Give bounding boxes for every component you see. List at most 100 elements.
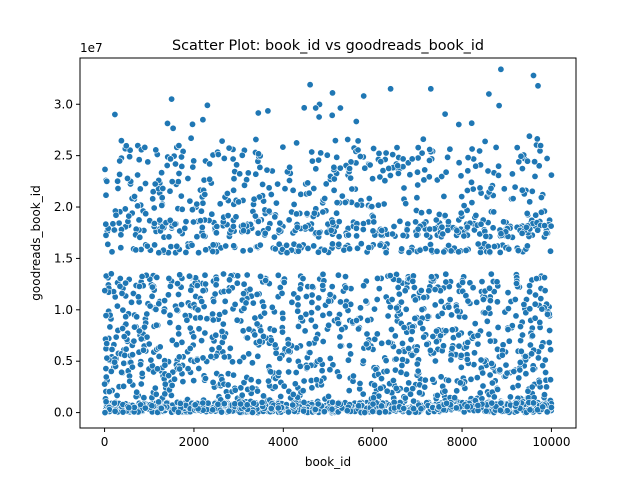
data-point — [419, 325, 427, 333]
data-point — [485, 304, 493, 312]
data-point — [285, 368, 293, 376]
data-point — [117, 244, 125, 252]
data-point — [265, 207, 273, 215]
data-point — [237, 400, 245, 408]
y-offset-text: 1e7 — [80, 41, 103, 55]
data-point — [389, 376, 397, 384]
data-point — [304, 179, 312, 187]
data-point — [236, 357, 244, 365]
data-point — [252, 170, 260, 178]
data-point — [274, 180, 282, 188]
data-point — [222, 242, 230, 250]
data-point — [202, 246, 210, 254]
data-point — [225, 287, 233, 295]
data-point — [165, 274, 173, 282]
data-point — [125, 404, 133, 412]
data-point — [116, 157, 124, 165]
data-point — [156, 343, 164, 351]
data-point — [187, 286, 195, 294]
data-point — [310, 185, 318, 193]
data-point — [231, 386, 239, 394]
data-point — [355, 402, 363, 410]
data-point — [485, 90, 493, 98]
data-point — [195, 364, 203, 372]
y-tick-label: 1.0 — [54, 303, 73, 317]
data-point — [212, 281, 220, 289]
data-point — [494, 323, 502, 331]
data-point — [472, 211, 480, 219]
data-point — [151, 384, 159, 392]
data-point — [374, 201, 382, 209]
data-point — [102, 398, 110, 406]
data-point — [122, 313, 130, 321]
data-point — [159, 185, 167, 193]
data-point — [294, 294, 302, 302]
data-point — [175, 170, 183, 178]
data-point — [425, 287, 433, 295]
data-point — [312, 335, 320, 343]
data-point — [395, 348, 403, 356]
data-point — [431, 285, 439, 293]
data-point — [155, 249, 163, 257]
data-point — [164, 291, 172, 299]
data-point — [408, 327, 416, 335]
data-point — [512, 312, 520, 320]
data-point — [169, 124, 177, 132]
data-point — [515, 374, 523, 382]
data-point — [176, 399, 184, 407]
data-point — [176, 271, 184, 279]
data-point — [276, 219, 284, 227]
data-point — [225, 407, 233, 415]
data-point — [306, 81, 314, 89]
data-point — [199, 116, 207, 124]
data-point — [323, 151, 331, 159]
data-point — [102, 231, 110, 239]
data-point — [373, 295, 381, 303]
data-point — [243, 271, 251, 279]
data-point — [346, 245, 354, 253]
data-point — [164, 119, 172, 127]
data-point — [425, 156, 433, 164]
data-point — [294, 301, 302, 309]
data-point — [231, 400, 239, 408]
data-point — [531, 314, 539, 322]
data-point — [146, 302, 154, 310]
data-point — [171, 220, 179, 228]
data-point — [524, 387, 532, 395]
data-point — [143, 310, 151, 318]
data-point — [118, 289, 126, 297]
data-point — [526, 406, 534, 414]
data-point — [209, 378, 217, 386]
data-point — [335, 218, 343, 226]
data-point — [187, 134, 195, 142]
data-point — [173, 306, 181, 314]
data-point — [154, 365, 162, 373]
data-point — [229, 358, 237, 366]
data-point — [195, 249, 203, 257]
data-point — [171, 375, 179, 383]
data-point — [165, 372, 173, 380]
data-point — [474, 331, 482, 339]
data-point — [509, 195, 517, 203]
data-point — [256, 272, 264, 280]
data-point — [488, 359, 496, 367]
data-point — [335, 240, 343, 248]
data-point — [523, 209, 531, 217]
data-point — [473, 298, 481, 306]
data-point — [208, 345, 216, 353]
data-point — [206, 175, 214, 183]
data-point — [126, 377, 134, 385]
data-point — [135, 282, 143, 290]
data-point — [326, 354, 334, 362]
data-point — [539, 362, 547, 370]
data-point — [209, 310, 217, 318]
data-point — [463, 223, 471, 231]
data-point — [506, 393, 514, 401]
data-point — [466, 279, 474, 287]
data-point — [344, 356, 352, 364]
x-tick-label: 2000 — [179, 435, 210, 449]
data-point — [368, 203, 376, 211]
data-point — [525, 132, 533, 140]
data-point — [161, 380, 169, 388]
data-point — [537, 295, 545, 303]
